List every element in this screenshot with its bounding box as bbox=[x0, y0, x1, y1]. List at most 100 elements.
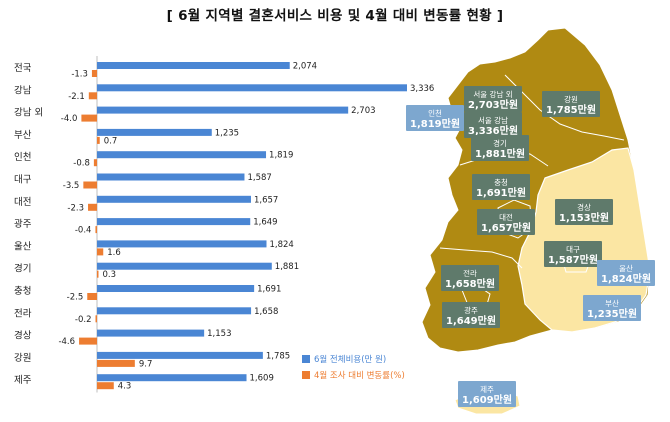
bar-cost bbox=[97, 218, 251, 226]
map-region-name: 경기 bbox=[493, 138, 507, 148]
map-region-name: 광주 bbox=[464, 305, 478, 315]
map-region-name: 제주 bbox=[480, 385, 494, 394]
change-value-label: 0.7 bbox=[104, 136, 118, 146]
map-region-value: 3,336만원 bbox=[468, 124, 518, 137]
map-region-value: 1,658만원 bbox=[445, 277, 495, 290]
map-label-box bbox=[442, 302, 500, 328]
bar-change bbox=[88, 203, 97, 211]
bar-cost bbox=[97, 351, 263, 359]
change-value-label: 4.3 bbox=[118, 382, 132, 392]
change-value-label: -0.8 bbox=[73, 159, 90, 169]
bar-change bbox=[88, 92, 97, 100]
bar-cost bbox=[97, 262, 272, 270]
bar-change bbox=[91, 70, 97, 77]
map-region-value: 1,785만원 bbox=[546, 103, 596, 116]
map-region-name: 경상 bbox=[577, 202, 591, 212]
bar-cost bbox=[97, 195, 251, 203]
bar-change bbox=[95, 226, 97, 234]
category-label: 경상 bbox=[14, 330, 32, 342]
bar-cost bbox=[97, 151, 267, 159]
bar-cost bbox=[97, 128, 212, 136]
map-region-name: 서울 강남 외 bbox=[473, 89, 512, 99]
bar-change bbox=[93, 159, 97, 167]
change-value-label: -3.5 bbox=[63, 181, 80, 191]
cost-value-label: 1,691 bbox=[257, 285, 281, 295]
cost-value-label: 2,703 bbox=[351, 106, 375, 116]
category-label: 전라 bbox=[14, 308, 32, 319]
map-label-box bbox=[583, 295, 641, 321]
map-region-name: 부산 bbox=[605, 298, 619, 308]
bar-change bbox=[97, 270, 99, 278]
map-label-box bbox=[597, 260, 655, 286]
bar-cost bbox=[97, 62, 290, 69]
bar-cost bbox=[97, 374, 247, 382]
map-region-name: 인천 bbox=[428, 108, 442, 118]
map-region-value: 1,235만원 bbox=[587, 307, 637, 320]
cost-value-label: 1,587 bbox=[247, 173, 271, 183]
category-label: 대전 bbox=[14, 197, 31, 208]
category-label: 강남 bbox=[14, 85, 32, 96]
map-region-value: 2,703만원 bbox=[468, 98, 518, 111]
change-value-label: -2.5 bbox=[67, 293, 84, 303]
category-label: 부산 bbox=[14, 130, 32, 141]
cost-value-label: 2,074 bbox=[293, 62, 317, 72]
bar-cost bbox=[97, 173, 245, 181]
bar-change bbox=[83, 181, 97, 189]
change-value-label: 9.7 bbox=[139, 359, 153, 369]
category-label: 충청 bbox=[14, 286, 31, 297]
category-label: 대구 bbox=[14, 175, 32, 186]
map-label-box bbox=[464, 112, 522, 138]
category-label: 울산 bbox=[14, 241, 32, 252]
map-region-value: 1,153만원 bbox=[559, 211, 609, 224]
bar-change bbox=[97, 359, 135, 367]
map-label-box bbox=[477, 209, 535, 235]
map-border-jeolla bbox=[439, 247, 523, 269]
map-label-box bbox=[542, 91, 600, 117]
map-label-box bbox=[406, 105, 464, 131]
map-label-box bbox=[544, 241, 602, 267]
cost-value-label: 1,649 bbox=[253, 218, 277, 228]
bar-change bbox=[81, 114, 97, 122]
change-value-label: -0.4 bbox=[75, 226, 92, 236]
legend-label-cost: 6월 전체비용(만 원) bbox=[314, 354, 386, 365]
legend-swatch-cost bbox=[302, 355, 310, 363]
map-region-value: 1,819만원 bbox=[410, 117, 460, 130]
bar-change bbox=[97, 136, 100, 144]
change-value-label: -1.3 bbox=[71, 70, 88, 80]
cost-value-label: 1,657 bbox=[254, 195, 278, 205]
category-label: 강남 외 bbox=[14, 107, 43, 119]
map-label-box bbox=[472, 174, 530, 200]
cost-value-label: 1,235 bbox=[215, 128, 239, 138]
cost-value-label: 3,336 bbox=[410, 84, 434, 94]
change-value-label: -0.2 bbox=[75, 315, 92, 325]
map-region-value: 1,649만원 bbox=[446, 314, 496, 327]
chart-title: [ 6월 지역별 결혼서비스 비용 및 4월 대비 변동률 현황 ] bbox=[166, 8, 504, 24]
map-region-name: 대전 bbox=[499, 212, 513, 222]
bar-change bbox=[95, 315, 97, 323]
category-label: 경기 bbox=[14, 263, 31, 275]
bar-change bbox=[97, 382, 114, 390]
category-label: 제주 bbox=[14, 375, 32, 386]
change-value-label: 0.3 bbox=[103, 270, 117, 280]
category-label: 전국 bbox=[14, 63, 32, 74]
legend-label-change: 4월 조사 대비 변동률(%) bbox=[314, 370, 405, 381]
legend-swatch-change bbox=[302, 371, 310, 379]
map-label-box bbox=[458, 381, 516, 407]
map-region-name: 강원 bbox=[564, 94, 578, 104]
category-label: 인천 bbox=[14, 152, 31, 163]
map-region-name: 대구 bbox=[566, 245, 580, 254]
map-region-value: 1,691만원 bbox=[476, 186, 526, 199]
cost-value-label: 1,658 bbox=[254, 307, 278, 317]
map-region-value: 1,881만원 bbox=[475, 147, 525, 160]
map-region-value: 1,657만원 bbox=[481, 221, 531, 234]
change-value-label: 1.6 bbox=[107, 248, 121, 258]
bar-cost bbox=[97, 307, 252, 315]
cost-value-label: 1,819 bbox=[269, 151, 293, 161]
map-region-value: 1,824만원 bbox=[601, 272, 651, 285]
cost-value-label: 1,153 bbox=[207, 329, 231, 339]
map-label-box bbox=[464, 86, 522, 112]
category-label: 강원 bbox=[14, 353, 31, 364]
map-label-box bbox=[441, 265, 499, 291]
map-region-name: 전라 bbox=[463, 268, 477, 278]
bar-cost bbox=[97, 329, 205, 337]
